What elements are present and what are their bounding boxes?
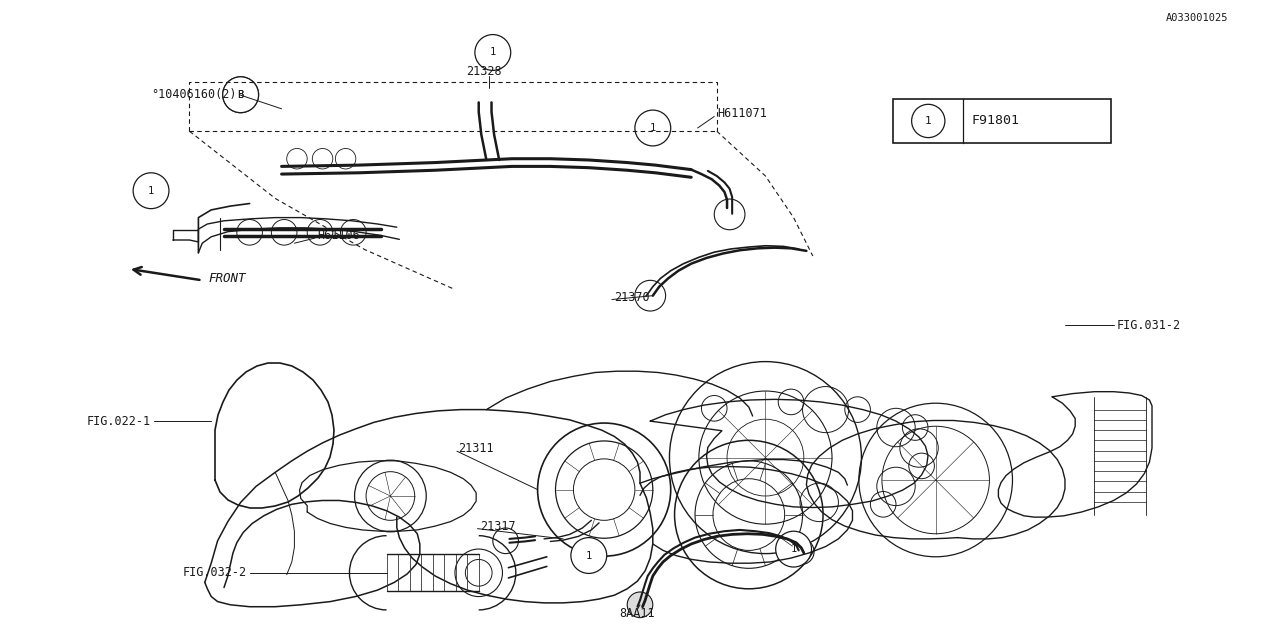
Text: B: B [238, 90, 243, 100]
Circle shape [223, 77, 259, 113]
Text: 1: 1 [925, 116, 932, 126]
Circle shape [635, 110, 671, 146]
Circle shape [475, 35, 511, 70]
Circle shape [911, 104, 945, 138]
Text: 1: 1 [791, 544, 796, 554]
Text: FIG.022-1: FIG.022-1 [87, 415, 151, 428]
Text: 21370: 21370 [614, 291, 650, 304]
Text: H61106: H61106 [317, 229, 360, 242]
Text: H611071: H611071 [717, 108, 767, 120]
Text: 1: 1 [490, 47, 495, 58]
Text: 8AA11: 8AA11 [620, 607, 655, 620]
Text: FIG.032-2: FIG.032-2 [183, 566, 247, 579]
Text: FRONT: FRONT [209, 272, 246, 285]
Text: 21317: 21317 [480, 520, 516, 532]
Text: F91801: F91801 [972, 115, 1019, 127]
Circle shape [571, 538, 607, 573]
Circle shape [627, 592, 653, 618]
Circle shape [776, 531, 812, 567]
Text: 1: 1 [650, 123, 655, 133]
Text: A033001025: A033001025 [1166, 13, 1229, 23]
Text: 1: 1 [148, 186, 154, 196]
Circle shape [133, 173, 169, 209]
Text: 21328: 21328 [466, 65, 502, 78]
Text: 1: 1 [586, 550, 591, 561]
Text: B: B [238, 90, 243, 100]
Bar [893, 99, 1111, 143]
Text: °10406160(2): °10406160(2) [151, 88, 237, 101]
Text: FIG.031-2: FIG.031-2 [1116, 319, 1180, 332]
Circle shape [223, 77, 259, 113]
Text: 21311: 21311 [458, 442, 494, 454]
